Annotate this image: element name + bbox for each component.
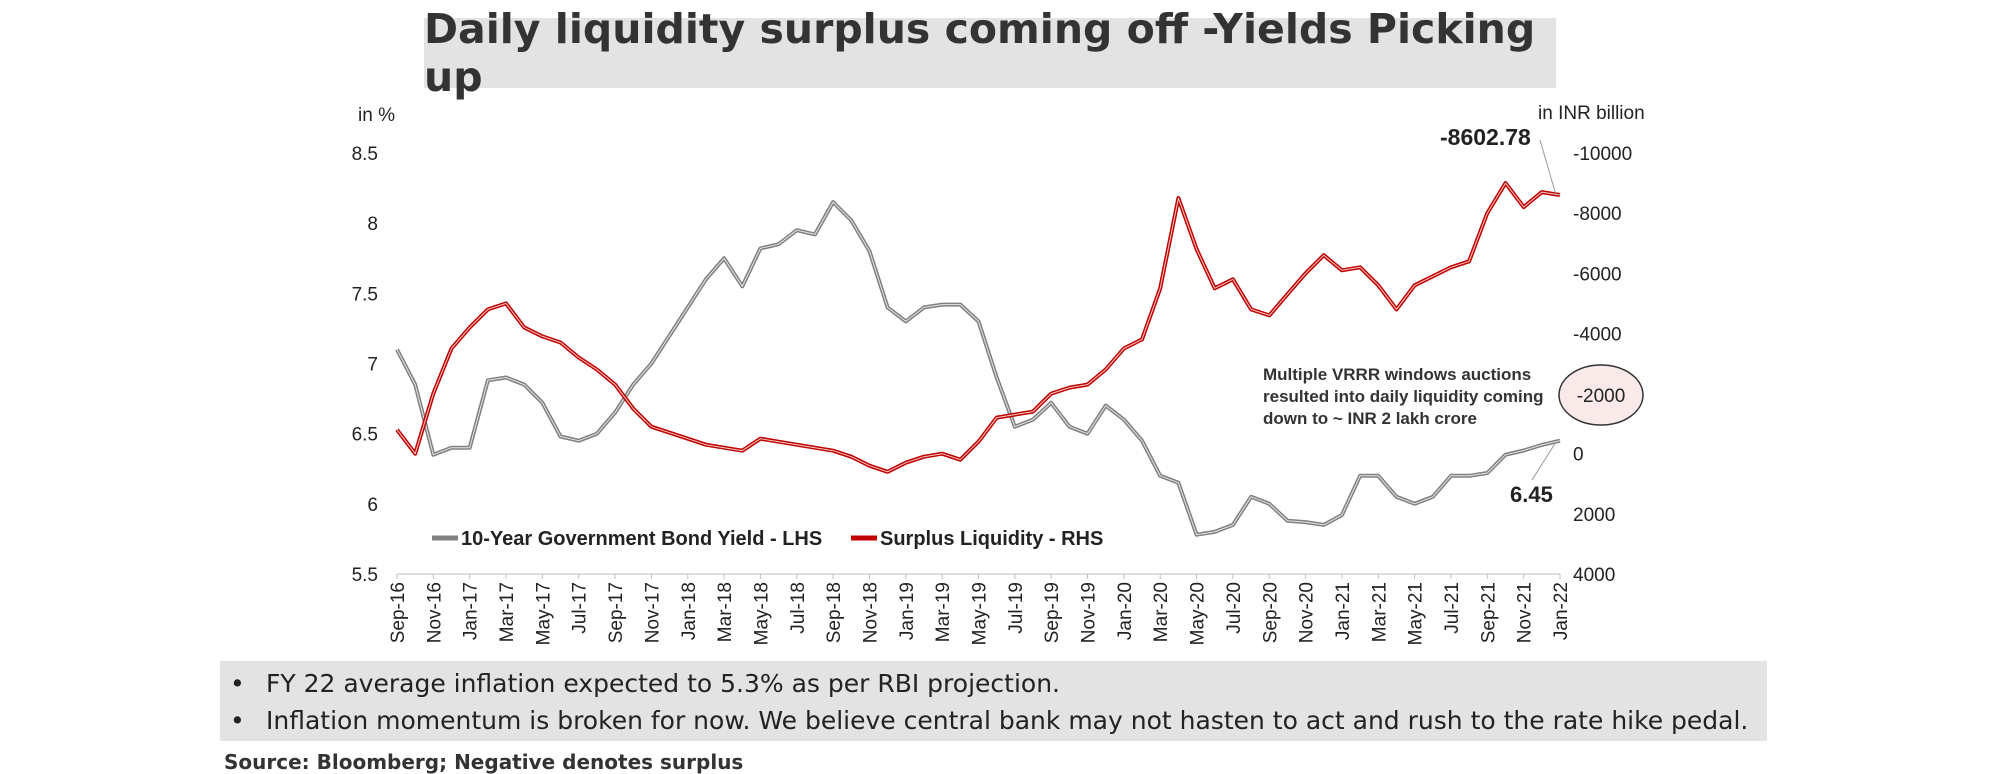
- x-axis-tick-label: Jul-21: [1442, 582, 1463, 634]
- right-axis-tick-label: 0: [1573, 445, 1584, 466]
- legend-label-liquidity: Surplus Liquidity - RHS: [880, 528, 1103, 550]
- latest-yield-label: 6.45: [1510, 482, 1553, 507]
- x-axis-tick-label: Mar-18: [715, 582, 736, 642]
- x-axis-tick-label: May-21: [1406, 582, 1427, 645]
- x-axis-tick-label: Nov-16: [424, 582, 445, 643]
- x-axis-tick-label: May-19: [970, 582, 991, 645]
- vrrr-note-line: Multiple VRRR windows auctions: [1263, 365, 1531, 384]
- x-axis-tick-label: Nov-18: [860, 582, 881, 643]
- x-axis-tick-label: Nov-19: [1079, 582, 1100, 643]
- line-chart: 8.5 8 7.5 7 6.5 6 5.5 -10000 -8000 -6000 -4000 -200…: [352, 103, 1645, 645]
- x-axis-tick-label: Jul-20: [1224, 582, 1245, 634]
- x-axis-tick-label: Sep-16: [388, 582, 409, 643]
- peak-liquidity-label: -8602.78: [1440, 124, 1531, 150]
- highlighted-tick-label: -2000: [1577, 386, 1626, 407]
- x-axis-tick-label: May-17: [533, 582, 554, 645]
- x-axis-tick-label: Mar-17: [497, 582, 518, 642]
- right-axis-tick-label: 4000: [1573, 565, 1615, 586]
- x-axis-tick-label: Jan-17: [461, 582, 482, 640]
- x-axis-tick-label: Jul-18: [788, 582, 809, 634]
- highlight-ellipse: [1558, 364, 1644, 426]
- vrrr-note-line: resulted into daily liquidity coming: [1263, 387, 1544, 406]
- note-text: Inflation momentum is broken for now. We…: [266, 706, 1749, 735]
- left-axis-tick-label: 6: [367, 495, 378, 516]
- bullet-marker: •: [230, 669, 245, 698]
- legend-label-yield: 10-Year Government Bond Yield - LHS: [461, 528, 822, 550]
- series-line-core: [396, 182, 1561, 473]
- x-axis-tick-label: Mar-20: [1151, 582, 1172, 642]
- series-line-core: [396, 201, 1561, 536]
- right-axis-title: in INR billion: [1538, 103, 1645, 124]
- yield-leader-line: [1531, 441, 1557, 481]
- x-axis-tick-label: Nov-21: [1515, 582, 1536, 643]
- chart-title-box: Daily liquidity surplus coming off -Yiel…: [424, 5, 1556, 101]
- left-axis-tick-label: 8.5: [352, 144, 378, 165]
- left-axis-tick-label: 5.5: [352, 565, 378, 586]
- x-axis-tick-label: May-18: [751, 582, 772, 645]
- source-note: Source: Bloomberg; Negative denotes surp…: [224, 750, 744, 774]
- note-text: FY 22 average inflation expected to 5.3%…: [266, 669, 1060, 698]
- right-axis-tick-label: -6000: [1573, 264, 1622, 285]
- x-axis-tick-label: Mar-19: [933, 582, 954, 642]
- x-axis-tick-label: Sep-17: [606, 582, 627, 643]
- x-axis-tick-label: Jan-22: [1551, 582, 1572, 640]
- x-axis-tick-label: Sep-19: [1042, 582, 1063, 643]
- x-axis-tick-label: Nov-20: [1297, 582, 1318, 643]
- x-axis-tick-label: Sep-20: [1260, 582, 1281, 643]
- peak-leader-line: [1539, 139, 1557, 196]
- right-axis-tick-label: -8000: [1573, 204, 1622, 225]
- left-axis-title: in %: [358, 105, 395, 126]
- left-axis-tick-label: 7: [367, 355, 378, 376]
- bullet-marker: •: [230, 706, 245, 735]
- x-axis-tick-label: Jan-18: [679, 582, 700, 640]
- x-axis-tick-label: Jan-21: [1333, 582, 1354, 640]
- chart-title: Daily liquidity surplus coming off -Yiel…: [424, 5, 1536, 101]
- x-axis-tick-label: May-20: [1188, 582, 1209, 645]
- vrrr-note-line: down to ~ INR 2 lakh crore: [1263, 409, 1477, 428]
- x-axis-tick-label: Nov-17: [642, 582, 663, 643]
- right-axis-tick-label: 2000: [1573, 505, 1615, 526]
- x-axis-tick-label: Jan-20: [1115, 582, 1136, 640]
- x-axis-tick-label: Sep-21: [1478, 582, 1499, 643]
- right-axis-tick-label: -4000: [1573, 324, 1622, 345]
- right-axis-tick-label: -10000: [1573, 144, 1632, 165]
- left-axis-tick-label: 8: [367, 214, 378, 235]
- x-axis-tick-label: Mar-21: [1369, 582, 1390, 642]
- notes-panel: • FY 22 average inflation expected to 5.…: [220, 661, 1767, 741]
- left-axis-tick-label: 7.5: [352, 284, 378, 305]
- x-axis-tick-label: Sep-18: [824, 582, 845, 643]
- x-axis-tick-label: Jul-19: [1006, 582, 1027, 634]
- left-axis-tick-label: 6.5: [352, 425, 378, 446]
- x-axis-tick-label: Jan-19: [897, 582, 918, 640]
- x-axis-tick-label: Jul-17: [570, 582, 591, 634]
